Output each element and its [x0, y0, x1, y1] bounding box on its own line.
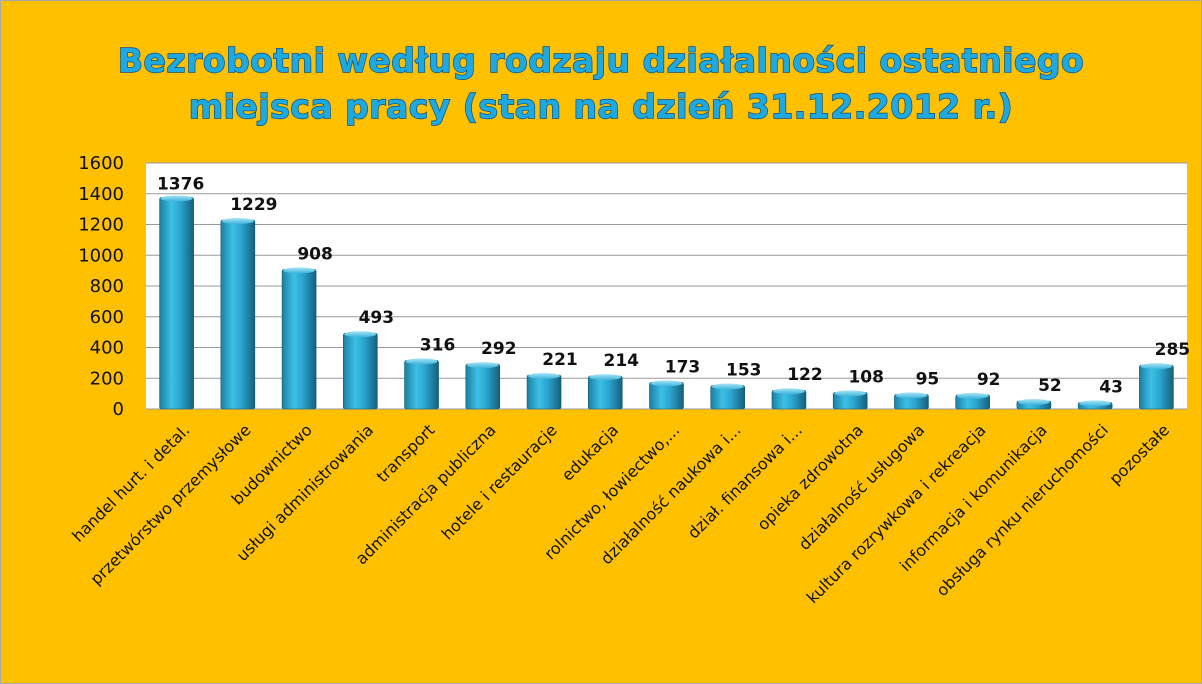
- data-label: 95: [916, 369, 940, 389]
- bar-body: [343, 332, 378, 410]
- bar: [1016, 399, 1052, 410]
- data-label: 108: [848, 367, 884, 387]
- bar: [894, 392, 929, 410]
- data-labels: 1376 1229 908 493 316 292 221 214 173 153 122 108 95…: [157, 174, 1190, 397]
- bar-cap: [895, 392, 928, 399]
- bar: [465, 362, 501, 410]
- bar-cap: [528, 373, 561, 380]
- bar-cap: [221, 218, 254, 225]
- bar: [526, 373, 562, 410]
- bar: [343, 331, 378, 410]
- bar-cap: [160, 195, 193, 202]
- y-axis-tick-labels: 0 200 400 600 800 1000 1200 1400 1600: [78, 153, 124, 420]
- y-tick-label: 800: [90, 276, 124, 297]
- data-label: 1376: [157, 174, 204, 194]
- bar: [955, 392, 990, 410]
- bar: [159, 195, 194, 410]
- data-label: 122: [787, 365, 823, 385]
- bar: [771, 388, 807, 410]
- bar-cap: [956, 392, 989, 399]
- data-label: 173: [665, 357, 701, 377]
- bar: [587, 374, 623, 410]
- bar-body: [159, 197, 194, 410]
- bar-cap: [650, 380, 683, 387]
- bar-cap: [466, 362, 499, 369]
- chart-title-line-1: Bezrobotni według rodzaju działalności o…: [118, 41, 1084, 80]
- bars: [159, 195, 1174, 410]
- data-label: 316: [420, 335, 456, 355]
- bar-body: [281, 269, 317, 410]
- bar-body: [404, 360, 439, 410]
- data-label: 52: [1038, 376, 1062, 396]
- y-tick-label: 1400: [78, 184, 124, 205]
- bar-body: [220, 219, 256, 410]
- data-label: 908: [297, 244, 333, 264]
- bar: [1077, 400, 1113, 410]
- bar-cap: [589, 374, 622, 381]
- chart-title: Bezrobotni według rodzaju działalności o…: [117, 40, 1084, 126]
- data-label: 1229: [230, 195, 277, 215]
- bar: [832, 390, 868, 410]
- y-tick-label: 0: [113, 399, 124, 420]
- bar-cap: [1140, 363, 1173, 370]
- data-label: 493: [359, 308, 395, 328]
- y-tick-label: 1000: [78, 245, 124, 266]
- y-tick-label: 600: [90, 307, 124, 328]
- y-tick-label: 1200: [78, 215, 124, 236]
- data-label: 153: [726, 360, 762, 380]
- y-tick-label: 400: [90, 338, 124, 359]
- bar-body: [526, 374, 562, 410]
- bar-body: [465, 363, 501, 410]
- bar-cap: [711, 383, 744, 390]
- bar-body: [1139, 364, 1174, 410]
- data-label: 214: [604, 351, 640, 371]
- data-label: 292: [481, 339, 517, 359]
- bar: [710, 383, 746, 410]
- bar-cap: [344, 331, 377, 338]
- data-label: 92: [977, 370, 1001, 390]
- bar-cap: [834, 390, 867, 397]
- data-label: 221: [542, 350, 578, 370]
- y-tick-label: 200: [90, 368, 124, 389]
- bar: [220, 218, 256, 410]
- bar: [281, 267, 317, 410]
- chart-title-line-2: miejsca pracy (stan na dzień 31.12.2012 …: [189, 87, 1014, 126]
- bar: [649, 380, 684, 410]
- bar: [404, 358, 439, 410]
- bar-cap: [283, 267, 316, 274]
- bar-cap: [1017, 399, 1050, 406]
- bar-body: [587, 375, 623, 410]
- y-tick-label: 1600: [78, 153, 124, 174]
- data-label: 285: [1155, 340, 1191, 360]
- bar: [1139, 363, 1174, 410]
- gridlines: [146, 162, 1187, 410]
- bar-cap: [772, 388, 805, 395]
- bar-cap: [405, 358, 438, 365]
- data-label: 43: [1099, 377, 1123, 397]
- bar-cap: [1079, 400, 1112, 407]
